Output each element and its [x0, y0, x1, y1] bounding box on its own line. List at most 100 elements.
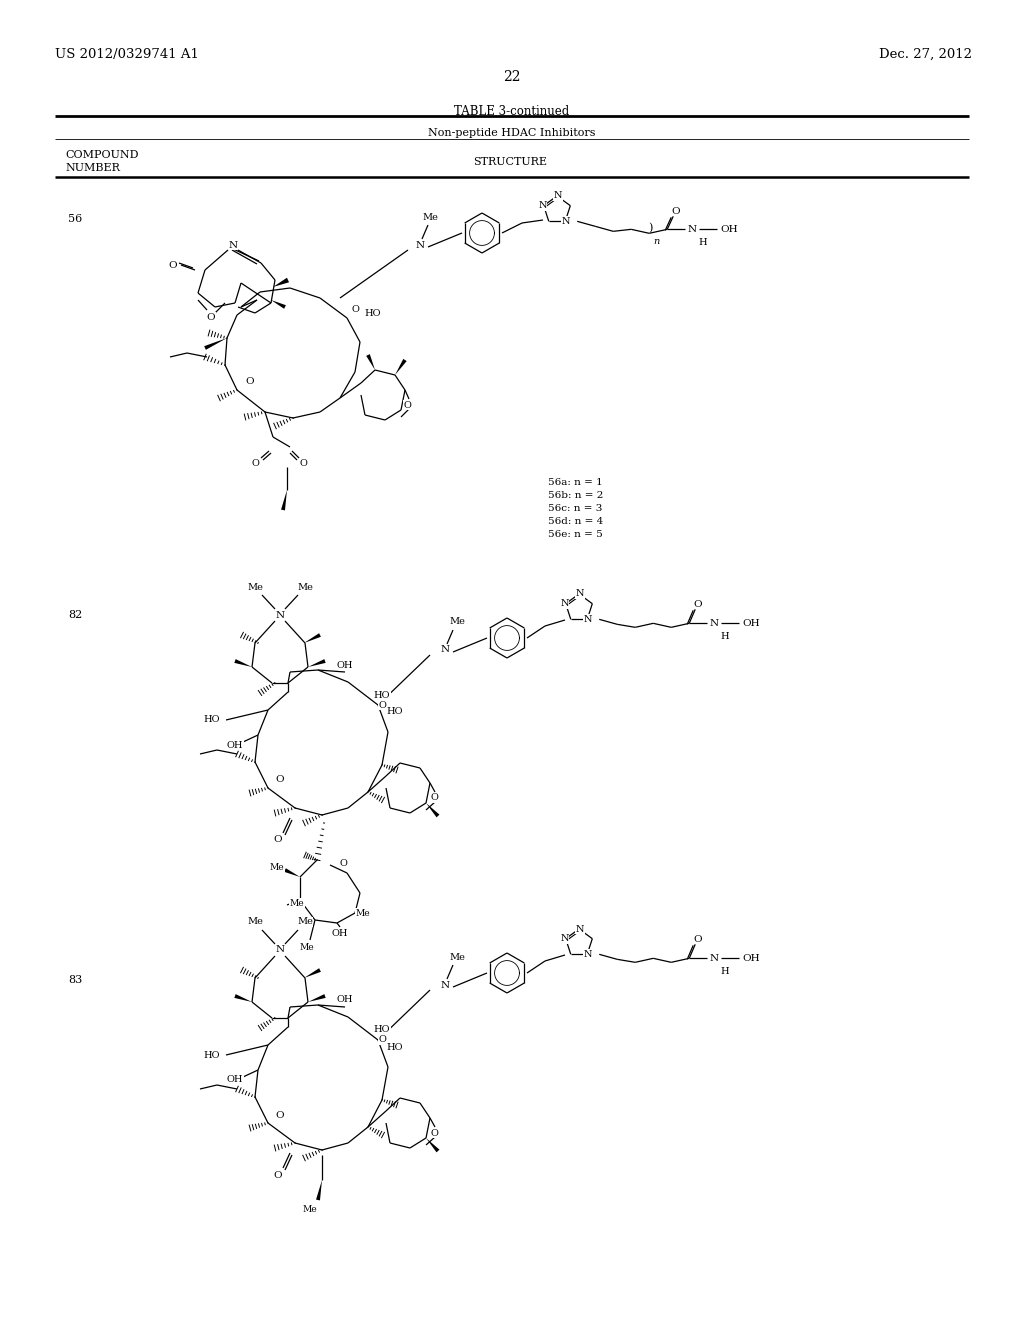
Text: OH: OH [226, 1076, 244, 1085]
Text: Me: Me [297, 917, 313, 927]
Text: HO: HO [204, 715, 220, 725]
Text: TABLE 3-continued: TABLE 3-continued [455, 106, 569, 117]
Text: H: H [720, 968, 729, 977]
Text: HO: HO [387, 708, 403, 717]
Polygon shape [281, 490, 287, 511]
Text: Me: Me [269, 862, 285, 871]
Text: N: N [575, 590, 585, 598]
Text: 56d: n = 4: 56d: n = 4 [548, 517, 603, 525]
Text: H: H [720, 632, 729, 642]
Text: O: O [339, 858, 347, 867]
Text: Me: Me [297, 582, 313, 591]
Text: O: O [275, 776, 285, 784]
Text: O: O [351, 305, 359, 314]
Text: STRUCTURE: STRUCTURE [473, 157, 547, 168]
Text: O: O [273, 836, 283, 845]
Text: O: O [299, 458, 307, 467]
Text: O: O [693, 935, 701, 944]
Text: N: N [710, 619, 719, 628]
Text: OH: OH [226, 741, 244, 750]
Text: Me: Me [247, 582, 263, 591]
Text: N: N [440, 981, 450, 990]
Text: HO: HO [374, 1026, 390, 1035]
Polygon shape [304, 968, 321, 978]
Text: O: O [403, 400, 411, 409]
Text: OH: OH [721, 224, 738, 234]
Text: HO: HO [204, 1051, 220, 1060]
Text: COMPOUND: COMPOUND [65, 150, 138, 160]
Text: O: O [251, 458, 259, 467]
Polygon shape [395, 359, 407, 375]
Text: O: O [207, 313, 215, 322]
Text: OH: OH [742, 954, 760, 962]
Text: H: H [698, 239, 707, 247]
Polygon shape [367, 354, 375, 370]
Text: N: N [688, 224, 696, 234]
Polygon shape [234, 994, 252, 1002]
Text: O: O [246, 378, 254, 387]
Text: O: O [693, 599, 701, 609]
Text: OH: OH [332, 928, 348, 937]
Polygon shape [273, 277, 289, 286]
Text: HO: HO [387, 1043, 403, 1052]
Text: N: N [584, 615, 593, 624]
Text: N: N [440, 645, 450, 655]
Text: 22: 22 [503, 70, 521, 84]
Text: N: N [554, 191, 562, 201]
Text: 82: 82 [68, 610, 82, 620]
Polygon shape [304, 634, 321, 643]
Text: Me: Me [290, 899, 304, 908]
Text: Dec. 27, 2012: Dec. 27, 2012 [879, 48, 972, 61]
Text: N: N [228, 240, 238, 249]
Text: N: N [575, 924, 585, 933]
Text: NUMBER: NUMBER [65, 162, 120, 173]
Text: 56b: n = 2: 56b: n = 2 [548, 491, 603, 500]
Text: Non-peptide HDAC Inhibitors: Non-peptide HDAC Inhibitors [428, 128, 596, 139]
Text: O: O [430, 793, 438, 803]
Text: N: N [539, 201, 547, 210]
Text: ): ) [648, 223, 652, 234]
Text: N: N [416, 240, 425, 249]
Polygon shape [308, 659, 326, 667]
Text: Me: Me [303, 1205, 317, 1214]
Text: 83: 83 [68, 975, 82, 985]
Text: Me: Me [450, 618, 465, 627]
Text: Me: Me [422, 213, 438, 222]
Text: O: O [378, 1035, 386, 1044]
Polygon shape [426, 1138, 439, 1152]
Text: N: N [562, 216, 570, 226]
Text: N: N [275, 945, 285, 954]
Polygon shape [284, 869, 300, 876]
Text: O: O [273, 1171, 283, 1180]
Text: O: O [671, 207, 680, 216]
Text: 56a: n = 1: 56a: n = 1 [548, 478, 603, 487]
Text: N: N [560, 935, 569, 944]
Text: N: N [584, 950, 593, 958]
Polygon shape [271, 300, 286, 309]
Text: n: n [653, 238, 659, 247]
Text: O: O [378, 701, 386, 710]
Text: 56c: n = 3: 56c: n = 3 [548, 504, 602, 513]
Text: Me: Me [450, 953, 465, 961]
Polygon shape [234, 659, 252, 667]
Text: O: O [430, 1129, 438, 1138]
Text: HO: HO [365, 309, 381, 318]
Text: OH: OH [742, 619, 760, 628]
Text: N: N [560, 599, 569, 609]
Text: O: O [275, 1110, 285, 1119]
Polygon shape [308, 994, 326, 1002]
Text: US 2012/0329741 A1: US 2012/0329741 A1 [55, 48, 199, 61]
Text: N: N [275, 610, 285, 619]
Text: Me: Me [247, 917, 263, 927]
Text: 56: 56 [68, 214, 82, 224]
Text: Me: Me [300, 942, 314, 952]
Text: Me: Me [355, 908, 371, 917]
Text: HO: HO [374, 690, 390, 700]
Polygon shape [316, 1180, 322, 1200]
Text: N: N [710, 954, 719, 962]
Text: 56e: n = 5: 56e: n = 5 [548, 531, 603, 539]
Text: O: O [169, 260, 177, 269]
Polygon shape [426, 803, 439, 817]
Text: OH: OH [337, 660, 353, 669]
Polygon shape [204, 338, 227, 350]
